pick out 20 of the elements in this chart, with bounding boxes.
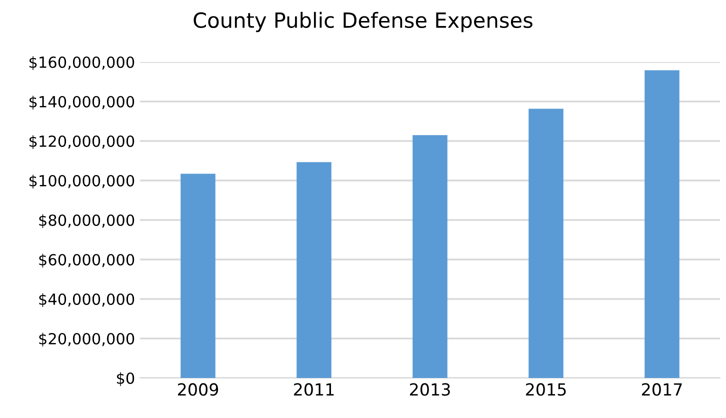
x-tick-label: 2015 — [526, 383, 566, 396]
bar — [412, 135, 448, 378]
y-tick-label: $160,000,000 — [29, 56, 134, 70]
x-tick-label: 2017 — [642, 383, 682, 396]
y-tick-label: $20,000,000 — [39, 332, 134, 347]
y-tick-label: $140,000,000 — [29, 96, 134, 110]
y-tick-label: $80,000,000 — [39, 214, 134, 228]
x-tick-label: 2011 — [294, 383, 334, 396]
bar — [180, 174, 216, 378]
bar — [528, 108, 564, 378]
chart-title: County Public Defense Expenses — [194, 12, 532, 32]
y-tick-label: $100,000,000 — [29, 174, 134, 189]
y-tick-label: $40,000,000 — [39, 293, 134, 308]
x-tick-label: 2009 — [178, 383, 218, 396]
bar — [296, 162, 332, 378]
y-tick-label: $60,000,000 — [39, 254, 134, 268]
x-tick-label: 2013 — [410, 383, 450, 396]
y-tick-label: $120,000,000 — [29, 135, 134, 150]
bar — [644, 70, 680, 378]
y-tick-label: $0 — [116, 372, 134, 386]
